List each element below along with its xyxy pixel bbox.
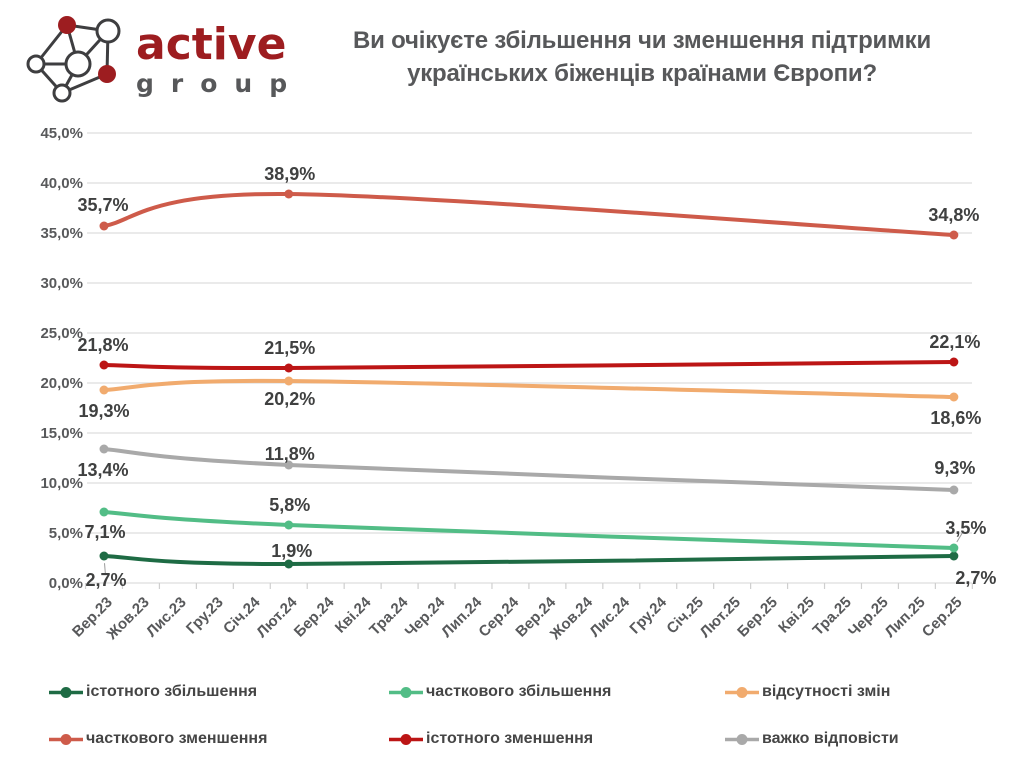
series-line bbox=[102, 191, 956, 237]
x-tick-label: Лют.24 bbox=[253, 593, 301, 641]
data-label: 38,9% bbox=[264, 164, 315, 184]
legend-label: відсутності змін bbox=[762, 683, 891, 700]
data-point bbox=[99, 507, 109, 517]
y-tick-label: 15,0% bbox=[40, 425, 83, 442]
x-tick-label: Бер.24 bbox=[291, 593, 338, 640]
y-tick-label: 20,0% bbox=[40, 375, 83, 392]
y-tick-label: 30,0% bbox=[40, 275, 83, 292]
y-tick-label: 5,0% bbox=[49, 525, 83, 542]
brand: active group bbox=[14, 6, 304, 108]
data-point bbox=[949, 230, 959, 240]
brand-name: active bbox=[136, 19, 287, 71]
legend-label: важко відповісти bbox=[762, 730, 899, 747]
data-point bbox=[99, 551, 109, 561]
legend-item: важко відповісти bbox=[724, 729, 899, 749]
legend-marker-icon bbox=[725, 686, 759, 698]
x-tick-label: Лис.24 bbox=[586, 593, 633, 640]
legend-item: істотного збільшення bbox=[48, 682, 257, 702]
data-point bbox=[99, 360, 109, 370]
x-tick-label: Сер.24 bbox=[475, 593, 522, 640]
series-line bbox=[102, 554, 956, 567]
x-tick-label: Сер.25 bbox=[919, 594, 966, 641]
x-tick-label: Лип.25 bbox=[882, 594, 929, 641]
legend-marker-icon bbox=[49, 733, 83, 745]
data-point bbox=[284, 460, 294, 470]
series-line bbox=[102, 447, 956, 492]
active-group-logo-icon bbox=[26, 16, 121, 103]
legend-marker-icon bbox=[389, 733, 423, 745]
data-label: 9,3% bbox=[934, 458, 975, 478]
legend-label: істотного зменшення bbox=[426, 730, 594, 747]
x-tick-label: Лип.24 bbox=[438, 593, 486, 641]
data-label: 2,7% bbox=[955, 568, 996, 588]
data-label: 34,8% bbox=[928, 205, 979, 225]
y-tick-label: 0,0% bbox=[49, 575, 83, 592]
x-tick-label: Бер.25 bbox=[734, 594, 781, 641]
data-point bbox=[284, 189, 294, 199]
series-line bbox=[102, 378, 956, 399]
y-tick-label: 35,0% bbox=[40, 225, 83, 242]
legend-marker-icon bbox=[725, 733, 759, 745]
x-tick-label: Лис.23 bbox=[143, 594, 190, 641]
legend-label: часткового збільшення bbox=[426, 683, 612, 700]
data-point bbox=[99, 221, 109, 231]
data-point bbox=[949, 485, 959, 495]
series-line bbox=[102, 510, 956, 550]
legend-marker-icon bbox=[49, 686, 83, 698]
chart-title: Ви очікуєте збільшення чи зменшення підт… bbox=[318, 24, 966, 90]
data-point bbox=[949, 543, 959, 553]
data-label: 18,6% bbox=[930, 408, 981, 428]
y-tick-label: 40,0% bbox=[40, 175, 83, 192]
data-label: 13,4% bbox=[77, 460, 128, 480]
y-tick-label: 25,0% bbox=[40, 325, 83, 342]
data-label: 19,3% bbox=[78, 401, 129, 421]
data-label: 20,2% bbox=[264, 389, 315, 409]
data-label: 11,8% bbox=[265, 444, 315, 464]
chart-title-line-1: Ви очікуєте збільшення чи зменшення підт… bbox=[352, 27, 932, 54]
legend-item: часткового зменшення bbox=[48, 729, 267, 749]
data-point bbox=[99, 385, 109, 395]
series-line bbox=[102, 360, 956, 371]
data-label: 21,8% bbox=[77, 335, 128, 355]
data-label: 21,5% bbox=[264, 338, 315, 358]
data-label: 7,1% bbox=[84, 522, 125, 542]
brand-text: active group bbox=[136, 19, 305, 99]
brand-subname: group bbox=[136, 69, 305, 99]
data-point bbox=[284, 520, 294, 530]
legend-label: істотного збільшення bbox=[86, 683, 258, 700]
data-point bbox=[284, 363, 294, 373]
data-point bbox=[949, 551, 959, 561]
data-point bbox=[949, 392, 959, 402]
legend-label: часткового зменшення bbox=[86, 730, 268, 747]
chart-title-line-2: українських біженців країнами Європи? bbox=[407, 60, 877, 87]
legend-item: часткового збільшення bbox=[388, 682, 611, 702]
data-point bbox=[949, 357, 959, 367]
y-tick-label: 45,0% bbox=[40, 125, 83, 142]
data-label: 3,5% bbox=[945, 518, 986, 538]
data-label: 22,1% bbox=[929, 332, 980, 352]
data-label: 35,7% bbox=[77, 195, 128, 215]
y-tick-label: 10,0% bbox=[40, 475, 83, 492]
data-label: 5,8% bbox=[269, 495, 310, 515]
data-label: 2,7% bbox=[85, 570, 126, 590]
legend-item: відсутності змін bbox=[724, 682, 890, 702]
data-label: 1,9% bbox=[271, 541, 312, 561]
data-point bbox=[99, 444, 109, 454]
chart-svg: 0,0% 5,0% 10,0% 15,0% 20,0% 25,0% 30,0% 35,0% 40… bbox=[40, 125, 996, 644]
legend-item: істотного зменшення bbox=[388, 729, 593, 749]
x-tick-label: Гру.24 bbox=[626, 593, 670, 637]
x-tick-label: Гру.23 bbox=[183, 594, 227, 638]
data-point bbox=[284, 376, 294, 386]
x-tick-label: Лют.25 bbox=[697, 594, 744, 641]
data-point bbox=[284, 559, 294, 569]
legend-marker-icon bbox=[389, 686, 423, 698]
